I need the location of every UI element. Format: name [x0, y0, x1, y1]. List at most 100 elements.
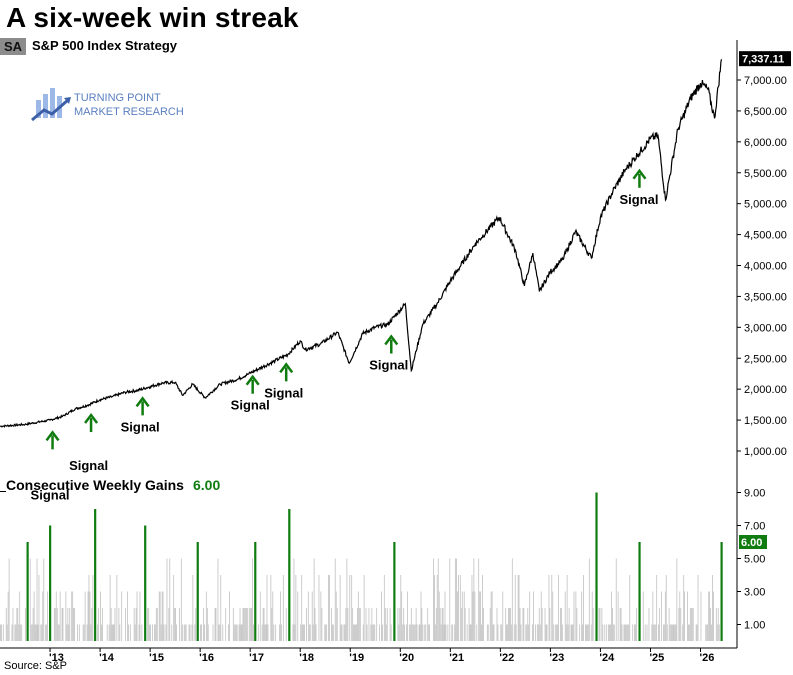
streak-bar-highlight: [94, 509, 97, 641]
streak-bar: [56, 608, 58, 641]
streak-bar: [168, 608, 170, 641]
streak-bar: [349, 575, 351, 641]
x-tick-label: '23: [549, 652, 564, 664]
streak-bar: [180, 558, 182, 641]
streak-bar: [444, 591, 446, 641]
streak-bar: [19, 591, 21, 641]
streak-bar: [374, 624, 376, 641]
streak-bar: [370, 624, 372, 641]
streak-bar: [565, 624, 567, 641]
streak-bar: [183, 624, 185, 641]
streak-bar: [207, 624, 209, 641]
streak-bar: [329, 575, 330, 641]
signal-label: Signal: [121, 419, 160, 434]
streak-bar: [101, 624, 102, 641]
streak-bar: [561, 608, 562, 641]
streak-bar: [174, 608, 176, 641]
streak-bar: [270, 575, 272, 641]
streak-bar: [623, 624, 625, 641]
streak-bar: [279, 624, 280, 641]
streak-bar: [57, 624, 59, 641]
streak-bar: [73, 608, 74, 641]
streak-bar-highlight: [638, 542, 641, 641]
streak-bar: [32, 608, 34, 641]
streak-bar: [53, 608, 55, 641]
streak-bar: [416, 624, 418, 641]
streak-bar: [83, 624, 85, 641]
streak-bar: [707, 624, 709, 641]
streak-bar: [546, 624, 548, 641]
streak-bar: [599, 608, 601, 641]
streak-bar: [135, 608, 137, 641]
streak-bar: [72, 591, 74, 641]
streak-bar: [225, 608, 227, 641]
streak-bar: [259, 591, 261, 641]
streak-bar: [110, 608, 112, 641]
streak-bar: [529, 591, 531, 641]
streak-bar: [612, 624, 614, 641]
streak-bar: [222, 624, 224, 641]
streak-bar: [481, 624, 482, 641]
streak-bar: [540, 591, 542, 641]
streak-bar: [582, 624, 583, 641]
streak-bar: [66, 624, 68, 641]
streak-bar: [265, 624, 267, 641]
streak-bar: [357, 608, 358, 641]
streak-bar: [352, 608, 354, 641]
price-y-axis: 1,000.00 1,500.00 2,000.00 2,500.00 3,000.00…: [737, 75, 787, 458]
streak-bar: [116, 575, 118, 641]
price-y-tick-label: 3,000.00: [744, 322, 787, 334]
streak-bar: [428, 624, 430, 641]
streak-bar: [47, 591, 48, 641]
streak-bar: [100, 591, 101, 641]
streak-bar: [518, 575, 520, 641]
streak-bar: [339, 575, 341, 641]
streak-bar: [670, 624, 672, 641]
streak-bar: [362, 624, 364, 641]
streak-bar: [385, 624, 387, 641]
streak-bar: [549, 608, 551, 641]
streak-bar: [118, 608, 120, 641]
streak-bar: [472, 591, 474, 641]
streak-bar: [535, 624, 536, 641]
streak-bar: [154, 624, 156, 641]
streak-bar: [553, 624, 555, 641]
streak-bar: [684, 591, 685, 641]
streak-bar: [601, 608, 603, 641]
x-tick-label: '15: [149, 652, 164, 664]
streak-bar: [334, 558, 336, 641]
streak-bar: [234, 624, 236, 641]
price-line: [0, 59, 723, 428]
streak-bar: [555, 624, 557, 641]
streak-bar: [332, 624, 334, 641]
streak-bar: [328, 575, 329, 641]
streak-bar: [510, 624, 512, 641]
streak-bar: [67, 608, 69, 641]
streak-bar: [619, 608, 621, 641]
streak-bar: [371, 608, 373, 641]
streak-bar: [489, 608, 491, 641]
streak-bar: [355, 624, 356, 641]
streak-bar: [217, 558, 219, 641]
streak-bar: [586, 624, 588, 641]
streak-bar: [30, 624, 32, 641]
streak-bar: [313, 558, 315, 641]
streak-bar: [102, 608, 103, 641]
streak-bar: [297, 591, 299, 641]
streak-bar: [515, 624, 517, 641]
streak-bar: [185, 624, 187, 641]
streak-bar: [266, 575, 268, 641]
streak-bar: [661, 591, 662, 641]
streak-bar: [246, 608, 248, 641]
streak-bar: [509, 608, 510, 641]
signal-arrow-head: [632, 168, 647, 180]
streak-bar: [608, 624, 609, 641]
streak-bar: [262, 608, 264, 641]
streak-bar: [203, 608, 204, 641]
streak-bar: [455, 558, 456, 641]
streak-bar: [679, 591, 681, 641]
streak-bar: [376, 608, 378, 641]
lower-panel-marker: [0, 491, 6, 492]
price-y-tick-label: 4,500.00: [744, 230, 787, 242]
streak-bar: [659, 608, 660, 641]
